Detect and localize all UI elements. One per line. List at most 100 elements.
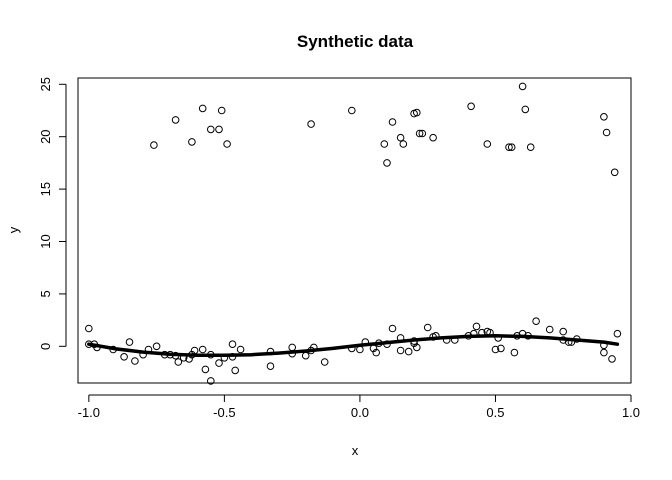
data-point	[491, 345, 500, 354]
data-point	[150, 141, 158, 149]
data-point	[451, 336, 459, 344]
data-point	[125, 338, 134, 346]
data-point	[602, 128, 611, 137]
data-point	[418, 129, 427, 138]
data-point	[467, 102, 475, 111]
y-axis: 0 5 10 15 20 25	[38, 77, 67, 350]
data-point	[198, 345, 207, 354]
data-point	[375, 339, 383, 348]
data-point	[521, 105, 530, 114]
data-point	[301, 351, 310, 360]
data-point	[478, 328, 486, 337]
data-point	[610, 168, 619, 177]
data-point	[470, 329, 478, 338]
data-point	[288, 343, 297, 352]
data-point	[483, 140, 492, 148]
data-point	[413, 108, 421, 117]
data-point	[600, 348, 608, 357]
data-point	[388, 118, 397, 126]
y-tick-label: 10	[38, 234, 53, 248]
data-point	[236, 345, 245, 354]
data-point	[207, 125, 215, 134]
data-point	[228, 340, 237, 349]
data-point	[185, 355, 193, 363]
data-point	[429, 333, 437, 341]
data-point	[608, 355, 616, 363]
data-point	[152, 342, 161, 351]
data-point	[383, 159, 391, 167]
data-point	[217, 106, 226, 115]
data-point	[160, 350, 169, 359]
data-point	[559, 327, 568, 336]
data-point	[201, 365, 210, 374]
data-point	[120, 353, 128, 361]
data-point	[613, 329, 622, 338]
data-point	[410, 337, 418, 345]
data-point	[396, 133, 405, 142]
data-point	[396, 334, 405, 342]
y-tick-label: 5	[38, 290, 53, 297]
y-tick-label: 15	[38, 182, 53, 196]
data-point	[348, 106, 356, 115]
data-point	[472, 322, 481, 331]
data-point	[442, 336, 451, 344]
data-point	[179, 354, 188, 362]
data-point	[380, 140, 389, 148]
data-point	[348, 344, 356, 353]
data-point	[372, 348, 381, 357]
data-point	[188, 138, 196, 146]
data-point	[198, 104, 207, 113]
data-point	[429, 133, 437, 142]
x-axis: -1.0 -0.5 0.0 0.5 1.0	[78, 394, 640, 420]
y-tick-label: 20	[38, 129, 53, 143]
data-point	[600, 341, 608, 350]
data-point	[356, 345, 364, 354]
data-point	[171, 116, 180, 124]
data-point	[413, 343, 421, 352]
y-tick-label: 0	[38, 343, 53, 350]
data-point	[507, 143, 516, 151]
points-layer	[85, 82, 622, 385]
data-point	[215, 359, 223, 367]
data-point	[85, 340, 93, 349]
data-point	[139, 350, 147, 359]
data-point	[109, 345, 117, 354]
plot-area-border	[77, 77, 632, 384]
data-point	[559, 336, 568, 344]
data-point	[510, 348, 519, 357]
data-point	[369, 344, 378, 353]
data-point	[307, 120, 315, 128]
data-point	[223, 140, 231, 148]
data-point	[497, 344, 505, 353]
data-point	[483, 327, 492, 336]
y-tick-label: 25	[38, 77, 53, 91]
data-point	[166, 350, 174, 359]
data-point	[545, 325, 554, 334]
data-point	[190, 346, 199, 355]
x-tick-label: 0.0	[351, 405, 369, 420]
data-point	[410, 339, 418, 348]
data-point	[526, 143, 535, 151]
data-point	[207, 350, 215, 359]
data-point	[518, 82, 527, 91]
data-point	[220, 354, 229, 362]
data-point	[513, 332, 521, 340]
x-axis-label: x	[352, 443, 359, 458]
data-point	[215, 125, 223, 134]
data-point	[171, 351, 180, 360]
data-point	[174, 358, 183, 366]
data-point	[494, 334, 503, 342]
data-point	[231, 366, 239, 375]
data-point	[415, 129, 424, 138]
data-point	[532, 317, 540, 326]
data-point	[524, 332, 532, 340]
x-tick-label: 0.5	[486, 405, 504, 420]
data-point	[307, 346, 315, 355]
data-point	[266, 362, 275, 371]
x-tick-label: 1.0	[622, 405, 640, 420]
data-point	[505, 143, 513, 151]
x-tick-label: -1.0	[78, 405, 100, 420]
data-point	[361, 338, 370, 346]
data-point	[228, 353, 237, 361]
